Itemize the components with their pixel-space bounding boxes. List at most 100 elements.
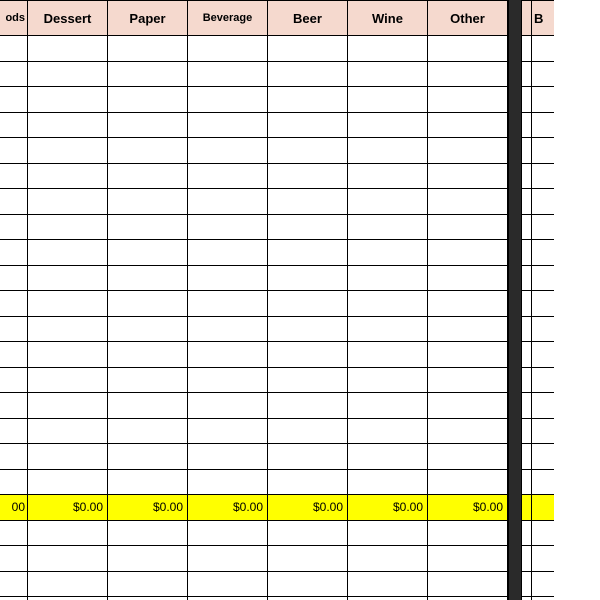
data-cell[interactable] [108, 36, 187, 62]
data-cell[interactable] [188, 470, 267, 496]
total-cell[interactable]: $0.00 [268, 495, 347, 521]
data-cell[interactable] [188, 113, 267, 139]
data-cell[interactable] [268, 393, 347, 419]
total-cell[interactable]: $0.00 [348, 495, 427, 521]
data-cell[interactable] [522, 240, 531, 266]
data-cell[interactable] [188, 317, 267, 343]
data-cell[interactable] [108, 521, 187, 547]
data-cell[interactable] [522, 113, 531, 139]
data-cell[interactable] [428, 368, 507, 394]
data-cell[interactable] [0, 317, 27, 343]
data-cell[interactable] [28, 419, 107, 445]
data-cell[interactable] [108, 546, 187, 572]
data-cell[interactable] [348, 291, 427, 317]
data-cell[interactable] [532, 470, 554, 496]
data-cell[interactable] [428, 291, 507, 317]
data-cell[interactable] [428, 36, 507, 62]
data-cell[interactable] [522, 444, 531, 470]
data-cell[interactable] [348, 470, 427, 496]
data-cell[interactable] [188, 444, 267, 470]
data-cell[interactable] [0, 546, 27, 572]
data-cell[interactable] [108, 215, 187, 241]
data-cell[interactable] [532, 266, 554, 292]
data-cell[interactable] [268, 113, 347, 139]
data-cell[interactable] [188, 393, 267, 419]
data-cell[interactable] [108, 419, 187, 445]
data-cell[interactable] [0, 266, 27, 292]
data-cell[interactable] [268, 317, 347, 343]
data-cell[interactable] [522, 189, 531, 215]
data-cell[interactable] [108, 240, 187, 266]
data-cell[interactable] [108, 87, 187, 113]
data-cell[interactable] [0, 342, 27, 368]
column-header[interactable]: Other [428, 0, 507, 36]
data-cell[interactable] [108, 368, 187, 394]
total-cell[interactable] [522, 495, 531, 521]
data-cell[interactable] [28, 546, 107, 572]
column-header[interactable] [522, 0, 531, 36]
data-cell[interactable] [428, 189, 507, 215]
column-header[interactable]: ods [0, 0, 27, 36]
total-cell[interactable]: $0.00 [188, 495, 267, 521]
data-cell[interactable] [522, 87, 531, 113]
data-cell[interactable] [348, 87, 427, 113]
data-cell[interactable] [108, 393, 187, 419]
data-cell[interactable] [532, 164, 554, 190]
data-cell[interactable] [188, 572, 267, 598]
data-cell[interactable] [108, 266, 187, 292]
data-cell[interactable] [268, 240, 347, 266]
data-cell[interactable] [28, 317, 107, 343]
data-cell[interactable] [532, 189, 554, 215]
data-cell[interactable] [188, 546, 267, 572]
data-cell[interactable] [108, 291, 187, 317]
data-cell[interactable] [28, 470, 107, 496]
data-cell[interactable] [532, 113, 554, 139]
data-cell[interactable] [268, 164, 347, 190]
data-cell[interactable] [108, 572, 187, 598]
data-cell[interactable] [0, 470, 27, 496]
data-cell[interactable] [348, 572, 427, 598]
data-cell[interactable] [0, 62, 27, 88]
data-cell[interactable] [28, 368, 107, 394]
data-cell[interactable] [428, 521, 507, 547]
data-cell[interactable] [0, 36, 27, 62]
data-cell[interactable] [0, 444, 27, 470]
data-cell[interactable] [108, 138, 187, 164]
data-cell[interactable] [532, 240, 554, 266]
data-cell[interactable] [348, 215, 427, 241]
data-cell[interactable] [532, 368, 554, 394]
column-header[interactable]: Wine [348, 0, 427, 36]
data-cell[interactable] [428, 317, 507, 343]
data-cell[interactable] [532, 444, 554, 470]
data-cell[interactable] [108, 470, 187, 496]
data-cell[interactable] [348, 393, 427, 419]
data-cell[interactable] [268, 36, 347, 62]
data-cell[interactable] [348, 317, 427, 343]
data-cell[interactable] [188, 164, 267, 190]
data-cell[interactable] [28, 266, 107, 292]
total-cell[interactable]: $0.00 [28, 495, 107, 521]
data-cell[interactable] [348, 113, 427, 139]
data-cell[interactable] [522, 291, 531, 317]
data-cell[interactable] [428, 138, 507, 164]
data-cell[interactable] [348, 240, 427, 266]
data-cell[interactable] [268, 546, 347, 572]
data-cell[interactable] [28, 393, 107, 419]
data-cell[interactable] [348, 521, 427, 547]
data-cell[interactable] [532, 521, 554, 547]
data-cell[interactable] [28, 113, 107, 139]
data-cell[interactable] [532, 572, 554, 598]
data-cell[interactable] [522, 470, 531, 496]
total-cell[interactable]: 00 [0, 495, 27, 521]
data-cell[interactable] [0, 521, 27, 547]
data-cell[interactable] [108, 317, 187, 343]
data-cell[interactable] [188, 266, 267, 292]
data-cell[interactable] [348, 62, 427, 88]
data-cell[interactable] [522, 164, 531, 190]
data-cell[interactable] [532, 291, 554, 317]
column-header[interactable]: Beverage [188, 0, 267, 36]
total-cell[interactable]: $0.00 [108, 495, 187, 521]
data-cell[interactable] [522, 317, 531, 343]
data-cell[interactable] [268, 419, 347, 445]
data-cell[interactable] [522, 572, 531, 598]
